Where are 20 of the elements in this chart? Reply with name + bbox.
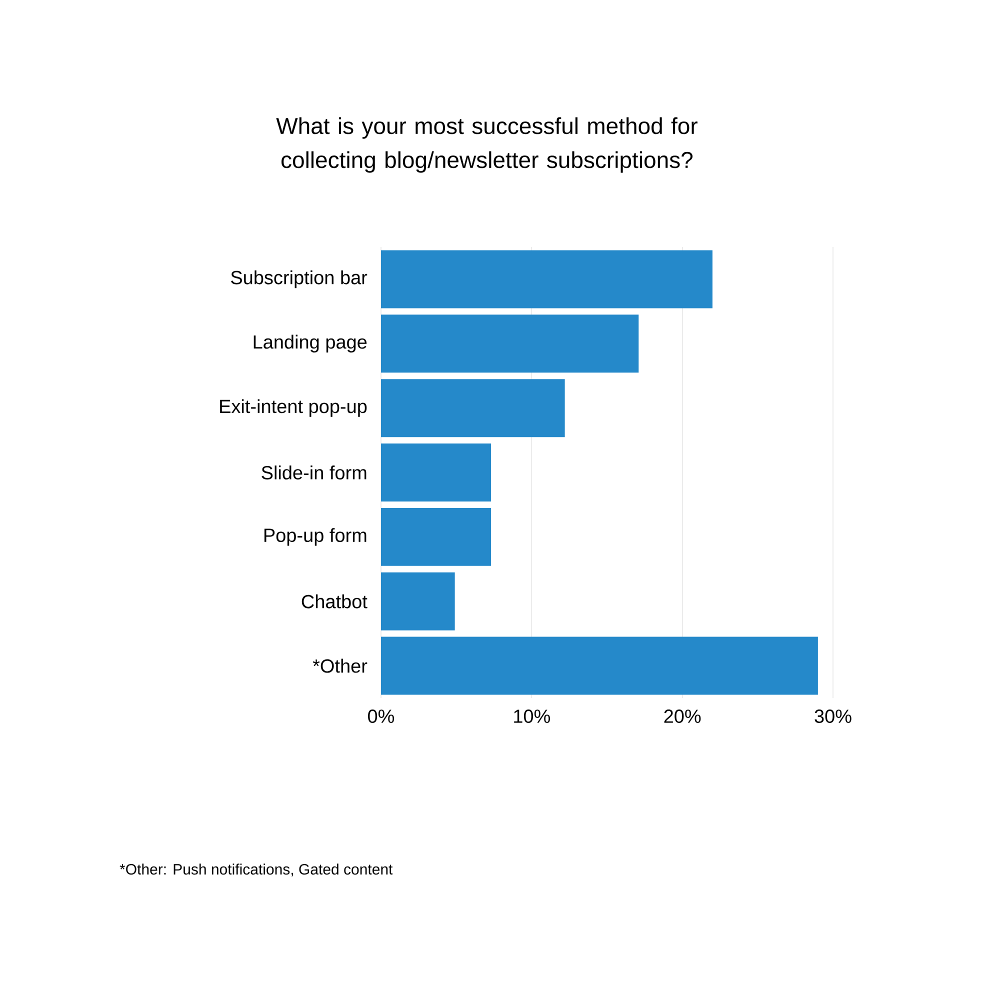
y-tick-label: Pop-up form (264, 528, 366, 546)
bar (381, 250, 712, 308)
y-tick-label: *Other (312, 658, 368, 673)
y-tick-label: Exit-intent pop-up (220, 399, 367, 417)
x-tick-label: 20% (664, 710, 701, 723)
y-tick-label: Chatbot (302, 594, 368, 608)
x-tick-label: 0% (368, 710, 394, 723)
bar (381, 444, 491, 502)
bar (381, 636, 818, 695)
x-tick-label: 10% (514, 710, 550, 723)
y-tick-label: Subscription bar (231, 270, 368, 288)
x-tick-label: 30% (814, 710, 852, 723)
bar (381, 314, 639, 373)
bar (381, 572, 455, 630)
y-tick-label: Landing page (254, 334, 367, 352)
chart-title: What is your most successful method for collecting blog/newsletter subscriptions? (276, 117, 698, 173)
bar (381, 379, 565, 438)
bar (381, 508, 491, 566)
y-tick-label: Slide-in form (262, 466, 366, 480)
text: *Other: Push notifications, Gated content (120, 864, 393, 876)
